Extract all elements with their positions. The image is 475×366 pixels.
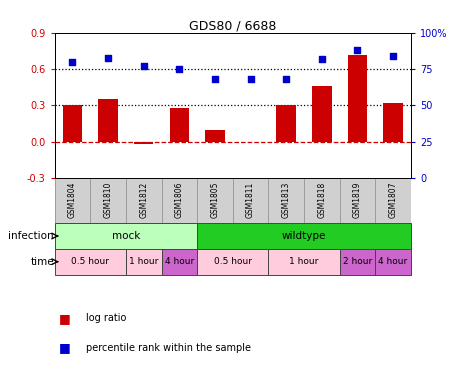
Text: GSM1818: GSM1818: [317, 182, 326, 218]
Text: GSM1812: GSM1812: [139, 182, 148, 218]
Bar: [205, 130, 225, 142]
Text: 1 hour: 1 hour: [289, 257, 319, 266]
Bar: [197, 249, 268, 274]
Text: ■: ■: [59, 312, 71, 325]
Text: GSM1805: GSM1805: [210, 182, 219, 218]
Bar: [197, 223, 411, 249]
Text: ■: ■: [59, 341, 71, 354]
Text: 0.5 hour: 0.5 hour: [71, 257, 109, 266]
Bar: [312, 86, 332, 142]
Bar: [126, 249, 162, 274]
Text: mock: mock: [112, 231, 140, 241]
Text: GSM1810: GSM1810: [104, 182, 113, 218]
Bar: [98, 99, 118, 142]
Point: [247, 76, 255, 82]
Point: [353, 48, 361, 53]
Point: [318, 56, 326, 62]
Point: [282, 76, 290, 82]
Text: 1 hour: 1 hour: [129, 257, 158, 266]
Bar: [134, 142, 153, 144]
Bar: [170, 108, 189, 142]
Text: wildtype: wildtype: [282, 231, 326, 241]
Text: 4 hour: 4 hour: [379, 257, 408, 266]
Point: [68, 59, 76, 65]
Bar: [276, 105, 296, 142]
Text: infection: infection: [8, 231, 54, 241]
Text: GSM1811: GSM1811: [246, 182, 255, 218]
Text: GSM1804: GSM1804: [68, 182, 77, 218]
Bar: [162, 249, 197, 274]
Text: 2 hour: 2 hour: [343, 257, 372, 266]
Bar: [63, 105, 82, 142]
Point: [211, 76, 218, 82]
Point: [140, 63, 147, 69]
Bar: [55, 223, 197, 249]
Bar: [55, 249, 126, 274]
Text: GSM1813: GSM1813: [282, 182, 291, 218]
Bar: [340, 249, 375, 274]
Point: [390, 53, 397, 59]
Title: GDS80 / 6688: GDS80 / 6688: [189, 20, 276, 33]
Text: log ratio: log ratio: [86, 313, 126, 324]
Text: GSM1807: GSM1807: [389, 182, 398, 218]
Bar: [375, 249, 411, 274]
Bar: [268, 249, 340, 274]
Point: [104, 55, 112, 60]
Text: 0.5 hour: 0.5 hour: [214, 257, 252, 266]
Text: 4 hour: 4 hour: [165, 257, 194, 266]
Text: GSM1819: GSM1819: [353, 182, 362, 218]
Point: [176, 66, 183, 72]
Bar: [383, 103, 403, 142]
Text: time: time: [30, 257, 54, 267]
Bar: [348, 55, 367, 142]
Text: GSM1806: GSM1806: [175, 182, 184, 218]
Text: percentile rank within the sample: percentile rank within the sample: [86, 343, 250, 353]
